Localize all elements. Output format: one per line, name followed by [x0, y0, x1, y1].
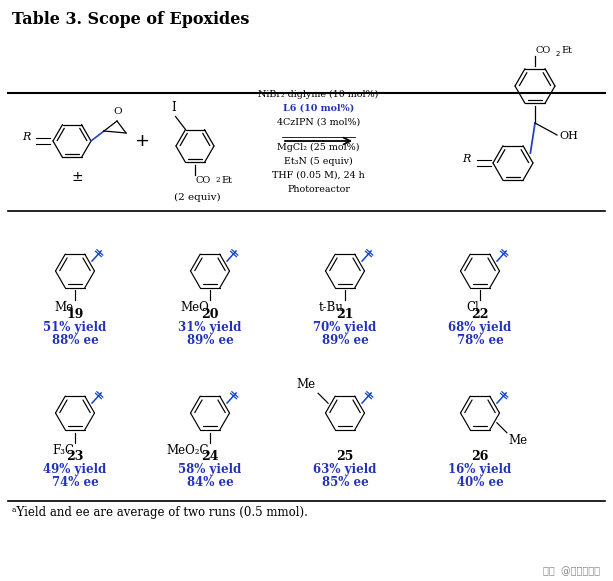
Text: 19: 19	[66, 309, 84, 321]
Text: 74% ee: 74% ee	[51, 476, 98, 490]
Text: ±: ±	[71, 170, 83, 184]
Text: 58% yield: 58% yield	[178, 464, 242, 476]
Text: Table 3. Scope of Epoxides: Table 3. Scope of Epoxides	[12, 11, 249, 28]
Text: Cl: Cl	[466, 302, 479, 314]
Text: Me: Me	[296, 378, 315, 391]
Text: 70% yield: 70% yield	[313, 321, 376, 335]
Text: 63% yield: 63% yield	[313, 464, 376, 476]
Text: 51% yield: 51% yield	[44, 321, 107, 335]
Text: Et: Et	[221, 176, 232, 185]
Text: Photoreactor: Photoreactor	[287, 185, 350, 194]
Text: I: I	[171, 102, 176, 114]
Text: CO: CO	[196, 176, 211, 185]
Text: 85% ee: 85% ee	[322, 476, 368, 490]
Text: 2: 2	[556, 51, 560, 57]
Text: NiBr₂·diglyme (10 mol%): NiBr₂·diglyme (10 mol%)	[258, 90, 379, 99]
Text: 26: 26	[471, 450, 489, 464]
Text: MeO: MeO	[180, 302, 209, 314]
Text: Et: Et	[561, 46, 572, 55]
Text: 84% ee: 84% ee	[186, 476, 234, 490]
Text: THF (0.05 M), 24 h: THF (0.05 M), 24 h	[272, 171, 365, 180]
Text: F₃C: F₃C	[52, 443, 74, 457]
Text: +: +	[134, 132, 150, 150]
Text: 49% yield: 49% yield	[44, 464, 107, 476]
Text: 20: 20	[201, 309, 219, 321]
Text: Et₃N (5 equiv): Et₃N (5 equiv)	[284, 157, 353, 166]
Text: 78% ee: 78% ee	[457, 335, 503, 347]
Text: (2 equiv): (2 equiv)	[173, 193, 220, 202]
Text: ᵃYield and ee are average of two runs (0.5 mmol).: ᵃYield and ee are average of two runs (0…	[12, 506, 308, 519]
Text: 89% ee: 89% ee	[322, 335, 368, 347]
Text: 22: 22	[471, 309, 489, 321]
Text: 89% ee: 89% ee	[186, 335, 234, 347]
Text: 21: 21	[337, 309, 354, 321]
Text: t-Bu: t-Bu	[319, 302, 344, 314]
Text: 知乎  @小辣椒试剂: 知乎 @小辣椒试剂	[543, 566, 600, 576]
Text: 23: 23	[66, 450, 84, 464]
Text: MgCl₂ (25 mol%): MgCl₂ (25 mol%)	[277, 143, 360, 152]
Text: OH: OH	[559, 131, 578, 141]
Text: 25: 25	[337, 450, 354, 464]
Text: L6 (10 mol%): L6 (10 mol%)	[283, 104, 354, 113]
Text: 68% yield: 68% yield	[448, 321, 512, 335]
Text: 40% ee: 40% ee	[457, 476, 503, 490]
Text: CO: CO	[536, 46, 551, 55]
Text: 4CzIPN (3 mol%): 4CzIPN (3 mol%)	[277, 118, 360, 127]
Text: 2: 2	[216, 176, 221, 184]
Text: Me: Me	[55, 302, 74, 314]
Text: 88% ee: 88% ee	[51, 335, 98, 347]
Text: 31% yield: 31% yield	[178, 321, 242, 335]
Text: Me: Me	[509, 434, 528, 447]
Text: 16% yield: 16% yield	[448, 464, 512, 476]
Text: O: O	[113, 107, 123, 116]
Text: 24: 24	[201, 450, 219, 464]
Text: R: R	[463, 154, 471, 164]
Text: MeO₂C: MeO₂C	[167, 443, 209, 457]
Text: R: R	[23, 132, 31, 142]
